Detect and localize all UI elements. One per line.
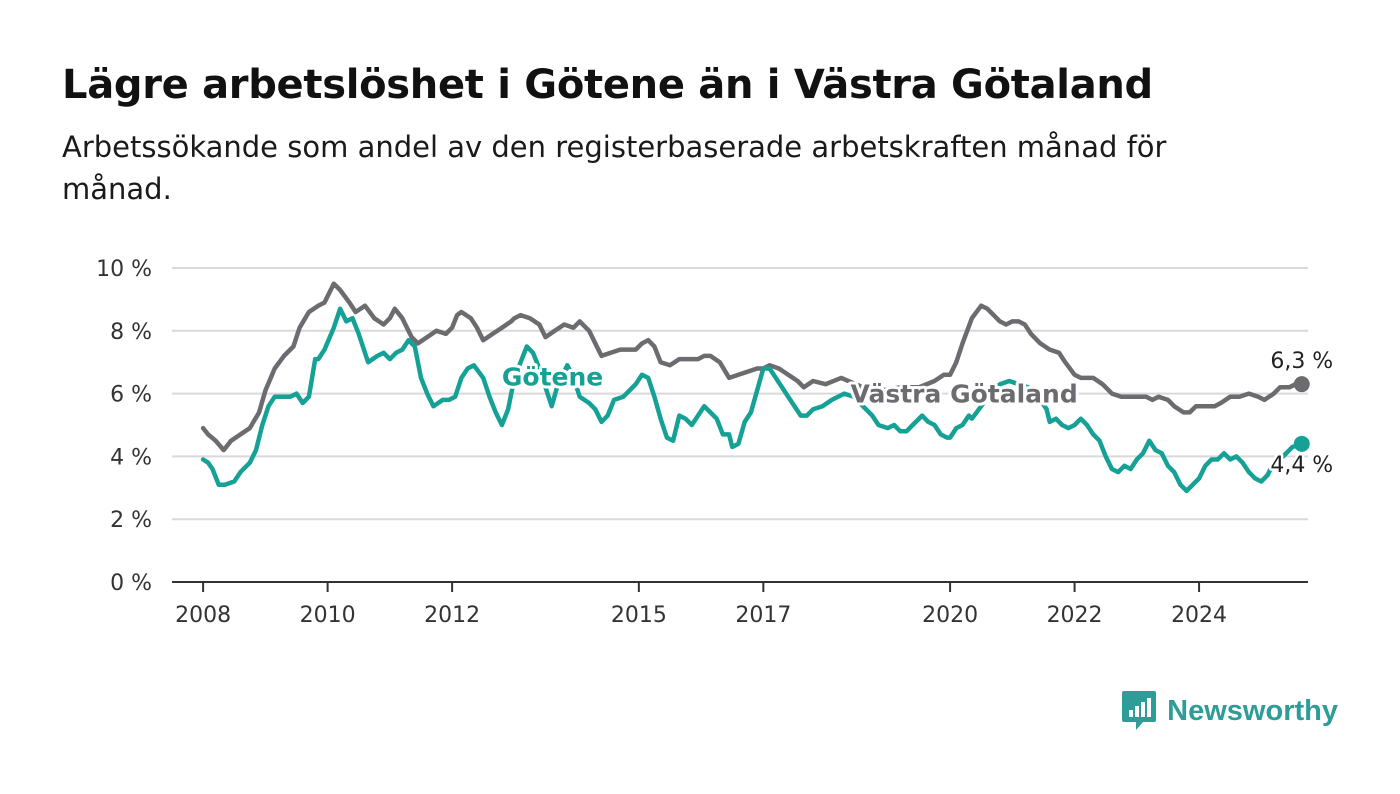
brand-name: Newsworthy bbox=[1167, 694, 1338, 727]
y-axis: 0 % 2 % 4 % 6 % 8 % 10 % bbox=[96, 257, 152, 596]
y-tick-label: 0 % bbox=[110, 571, 152, 596]
y-tick-label: 8 % bbox=[110, 320, 152, 345]
x-tick-label: 2012 bbox=[424, 603, 480, 628]
y-tick-label: 6 % bbox=[110, 383, 152, 408]
series-end-point bbox=[1293, 435, 1310, 452]
series-line bbox=[200, 306, 1305, 494]
gridlines bbox=[172, 267, 1308, 521]
brand-logo: Newsworthy bbox=[1121, 690, 1338, 732]
series-label: Götene bbox=[502, 362, 603, 391]
bar-chart-speech-bubble-icon bbox=[1122, 691, 1157, 730]
x-tick-label: 2024 bbox=[1171, 603, 1227, 628]
chart-subtitle: Arbetssökande som andel av den registerb… bbox=[62, 130, 1167, 206]
y-tick-label: 4 % bbox=[110, 445, 152, 470]
y-tick-label: 2 % bbox=[110, 508, 152, 533]
x-tick-label: 2010 bbox=[300, 603, 356, 628]
series-end-label: 4,4 % bbox=[1270, 453, 1333, 478]
chart-title: Lägre arbetslöshet i Götene än i Västra … bbox=[62, 62, 1153, 108]
x-tick-label: 2008 bbox=[175, 603, 231, 628]
series-end-point bbox=[1293, 376, 1310, 393]
x-tick-label: 2022 bbox=[1047, 603, 1103, 628]
x-tick-label: 2017 bbox=[735, 603, 791, 628]
series-end-label: 6,3 % bbox=[1270, 349, 1333, 374]
y-tick-label: 10 % bbox=[96, 257, 152, 282]
series-label: Västra Götaland bbox=[850, 380, 1077, 409]
x-tick-label: 2020 bbox=[922, 603, 978, 628]
series-labels: Västra Götaland 6,3 % Götene 4,4 % bbox=[499, 347, 1336, 481]
x-axis: 2008 2010 2012 2015 2017 2020 2022 2024 bbox=[172, 581, 1308, 628]
x-tick-label: 2015 bbox=[611, 603, 667, 628]
series-lines bbox=[200, 281, 1310, 494]
series-line bbox=[200, 281, 1305, 453]
